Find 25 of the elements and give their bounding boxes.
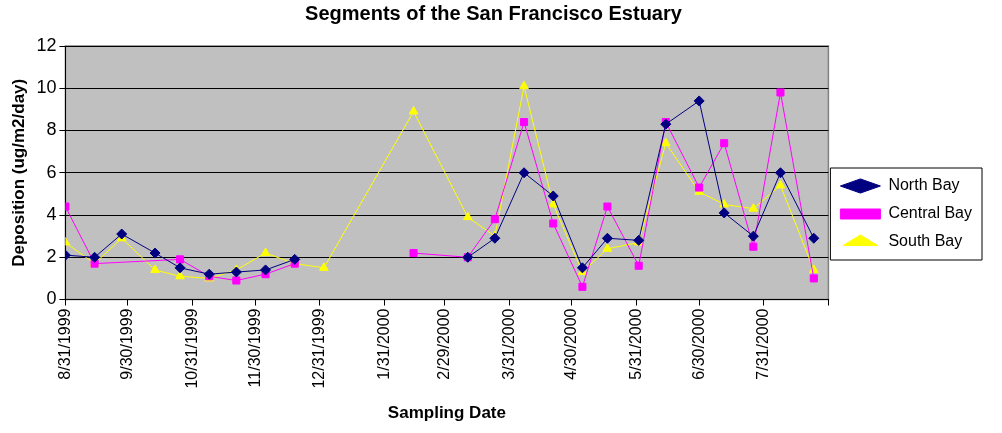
legend-label: Central Bay bbox=[888, 204, 972, 222]
x-tick-label: 1/31/2000 bbox=[374, 308, 392, 380]
legend-label: South Bay bbox=[888, 232, 963, 250]
y-tick-label: 4 bbox=[46, 203, 57, 224]
x-tick-label: 3/31/2000 bbox=[499, 308, 517, 380]
chart-title: Segments of the San Francisco Estuary bbox=[305, 1, 683, 24]
x-tick-label: 6/30/2000 bbox=[689, 308, 707, 380]
x-tick-label: 8/31/1999 bbox=[55, 308, 73, 380]
y-tick-label: 2 bbox=[46, 246, 57, 267]
legend-label: North Bay bbox=[888, 176, 960, 194]
x-tick-label: 7/31/2000 bbox=[754, 308, 772, 380]
y-tick-label: 6 bbox=[46, 161, 57, 182]
y-axis-title: Deposition (ug/m2/day) bbox=[8, 78, 28, 267]
x-tick-label: 10/31/1999 bbox=[182, 308, 200, 389]
y-tick-label: 12 bbox=[36, 34, 57, 55]
x-axis-title: Sampling Date bbox=[387, 403, 506, 423]
y-tick-label: 10 bbox=[36, 77, 57, 98]
y-tick-label: 0 bbox=[46, 288, 57, 309]
x-tick-label: 12/31/1999 bbox=[310, 308, 328, 389]
y-tick-label: 8 bbox=[46, 119, 57, 140]
x-tick-label: 4/30/2000 bbox=[562, 308, 580, 380]
x-tick-label: 5/31/2000 bbox=[627, 308, 645, 380]
x-tick-label: 11/30/1999 bbox=[245, 308, 263, 388]
x-tick-label: 9/30/1999 bbox=[118, 308, 136, 380]
x-tick-label: 2/29/2000 bbox=[435, 308, 453, 380]
